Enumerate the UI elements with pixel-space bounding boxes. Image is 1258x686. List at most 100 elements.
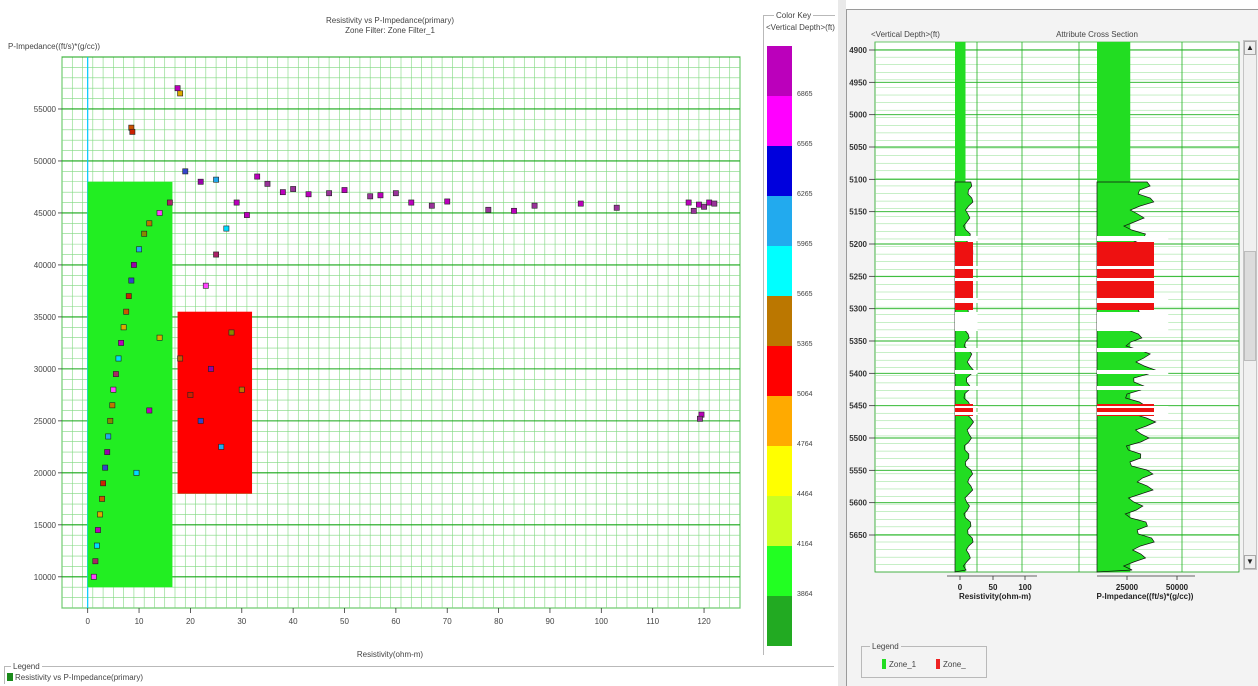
depth-tick-label: 5350 — [849, 337, 867, 346]
scatter-point — [110, 386, 117, 393]
zone-1-swatch — [882, 659, 886, 669]
scatter-point — [115, 355, 122, 362]
chart-subtitle: Zone Filter: Zone Filter_1 — [345, 26, 435, 35]
legend-item-label: Resistivity vs P-Impedance(primary) — [15, 673, 144, 682]
scatter-point — [166, 199, 173, 206]
scatter-point — [104, 449, 111, 455]
scroll-up-button[interactable]: ▲ — [1244, 41, 1256, 55]
cross-section-title: Attribute Cross Section — [1056, 30, 1138, 39]
scatter-point — [123, 308, 130, 315]
gap-interval — [1097, 278, 1169, 281]
scroll-down-button[interactable]: ▼ — [1244, 555, 1256, 569]
x-tick-label: 90 — [546, 617, 555, 626]
color-key-label: 6565 — [797, 141, 813, 148]
scatter-point — [100, 480, 106, 487]
impedance-track — [1096, 42, 1169, 573]
color-bar-segment — [767, 596, 792, 646]
scatter-point — [264, 180, 271, 187]
impedance-tick-label: 50000 — [1166, 583, 1189, 592]
depth-tick-label: 5500 — [849, 434, 867, 443]
scatter-point — [95, 527, 101, 533]
scatter-point — [711, 200, 718, 207]
gap-interval — [955, 386, 978, 390]
scatter-point — [118, 339, 124, 346]
depth-axis-label: <Vertical Depth>(ft) — [871, 30, 940, 39]
vertical-scrollbar[interactable]: ▲ ▼ — [1243, 40, 1257, 570]
scatter-point — [197, 417, 204, 424]
depth-tick-label: 5250 — [849, 272, 867, 281]
y-tick-label: 45000 — [34, 209, 57, 218]
color-key-label: 5965 — [797, 241, 813, 248]
color-key-label: 4764 — [797, 441, 813, 448]
color-bar-segment — [767, 396, 792, 446]
scatter-plot[interactable]: 0 10 20 30 40 50 60 70 80 90 100 110 120 10000 15000 20… — [0, 0, 760, 640]
scatter-point — [408, 199, 415, 206]
scatter-point — [92, 558, 99, 565]
scatter-point — [485, 206, 492, 213]
scroll-thumb[interactable] — [1244, 251, 1256, 361]
depth-tick-label: 4900 — [849, 46, 867, 55]
gap-interval — [1097, 348, 1169, 352]
gap-interval — [955, 406, 978, 408]
scatter-point — [208, 365, 214, 372]
color-bar-segment — [767, 46, 792, 96]
y-tick-label: 50000 — [34, 157, 57, 166]
scatter-point — [177, 90, 184, 97]
scatter-point — [254, 173, 261, 180]
plot-legend: Legend Resistivity vs P-Impedance(primar… — [4, 662, 834, 684]
scatter-point — [182, 168, 189, 175]
x-tick-label: 40 — [289, 617, 298, 626]
scatter-point — [213, 251, 219, 258]
y-tick-label: 35000 — [34, 313, 57, 322]
scatter-point — [197, 178, 204, 185]
impedance-axis-label: P-Impedance((ft/s)*(g/cc)) — [1097, 592, 1194, 601]
gap-interval — [1097, 370, 1169, 374]
panel-splitter[interactable] — [838, 0, 846, 686]
y-tick-label: 15000 — [34, 521, 57, 530]
gap-interval — [1097, 406, 1169, 408]
scatter-point — [136, 246, 142, 253]
x-tick-label: 70 — [443, 617, 452, 626]
gap-interval — [1097, 236, 1169, 241]
color-key: Color Key <Vertical Depth>(ft) 6865 6565 6… — [763, 11, 835, 655]
scatter-point — [120, 324, 127, 331]
scatter-point — [305, 191, 312, 198]
scatter-point — [146, 220, 153, 227]
scatter-point — [128, 277, 135, 284]
scatter-point — [177, 355, 184, 362]
scatter-point — [102, 464, 109, 471]
gap-interval — [1097, 386, 1169, 390]
gap-interval — [1097, 312, 1169, 331]
scatter-point — [156, 334, 163, 341]
y-tick-label: 40000 — [34, 261, 57, 270]
depth-tick-label: 5000 — [849, 111, 867, 120]
scatter-point — [290, 186, 297, 192]
resistivity-tick-label: 50 — [989, 583, 998, 592]
cross-section-plot[interactable]: 4900 4950 5000 5050 5100 5150 5200 5250 5300 5350… — [847, 10, 1247, 620]
legend-swatch — [7, 673, 13, 681]
resistivity-tick-label: 100 — [1018, 583, 1032, 592]
gap-interval — [1097, 412, 1169, 415]
crossplot-panel: Resistivity vs P-Impedance(primary) Zone… — [0, 0, 835, 684]
zone-red-interval — [955, 242, 973, 310]
scatter-point — [697, 415, 703, 422]
scatter-point — [125, 293, 132, 300]
scatter-point — [392, 190, 399, 197]
color-bar-segment — [767, 546, 792, 596]
color-key-label: 5665 — [797, 291, 813, 298]
color-key-label: 6265 — [797, 191, 813, 198]
scatter-point — [690, 207, 697, 214]
cross-section-panel: <Vertical Depth>(ft) Attribute Cross Sec… — [846, 9, 1258, 686]
zone-legend-title: Legend — [870, 642, 901, 651]
gap-interval — [1097, 298, 1169, 303]
color-bar-segment — [767, 196, 792, 246]
gap-interval — [955, 312, 978, 331]
x-tick-label: 20 — [186, 617, 195, 626]
scatter-point — [326, 190, 332, 197]
scatter-point — [129, 128, 136, 135]
scatter-point — [228, 329, 235, 336]
scatter-point — [202, 282, 209, 289]
depth-tick-label: 5600 — [849, 499, 867, 508]
zone-2-swatch — [936, 659, 940, 669]
